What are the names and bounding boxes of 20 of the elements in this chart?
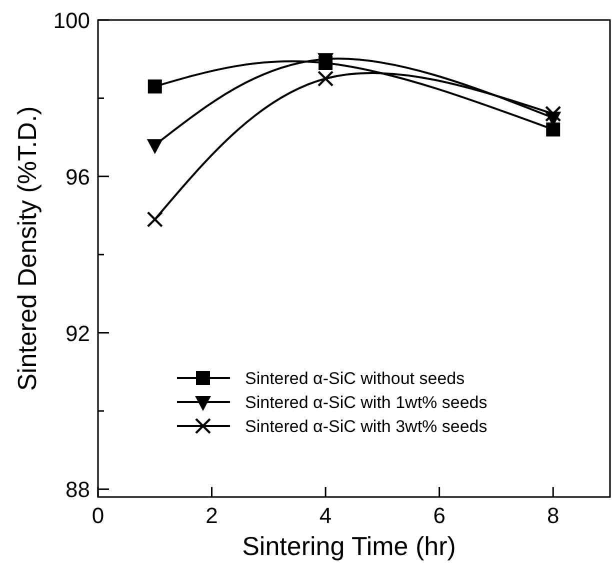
point [546,122,560,136]
point [146,211,163,228]
point [146,139,163,154]
point [148,79,162,94]
x-tick-label: 0 [92,503,104,528]
legend-label: Sintered α-SiC with 1wt% seeds [245,393,488,412]
point [317,70,334,87]
y-tick-label: 100 [53,8,90,33]
x-tick-label: 4 [319,503,332,528]
y-axis-title: Sintered Density (%T.D.) [12,106,42,391]
legend-label: Sintered α-SiC without seeds [245,369,465,388]
legend-label: Sintered α-SiC with 3wt% seeds [245,417,488,436]
x-axis-title: Sintering Time (hr) [242,531,456,561]
y-tick-label: 88 [66,477,90,502]
y-tick-label: 92 [66,320,90,346]
x-tick-label: 2 [206,503,218,528]
y-tick-label: 96 [66,164,90,190]
x-tick-label: 6 [433,503,446,528]
point [545,106,562,122]
x-tick-label: 8 [546,503,560,528]
